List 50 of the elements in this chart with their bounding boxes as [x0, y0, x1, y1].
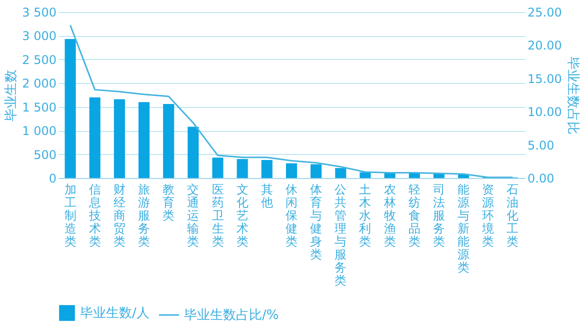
- bar: [188, 126, 199, 178]
- x-tick-label: 农林牧渔类: [382, 182, 396, 248]
- y-tick-label: 500: [34, 148, 56, 162]
- y2-tick-label: 25.00: [528, 6, 562, 20]
- bar: [212, 158, 224, 178]
- x-tick-label: 财经商贸类: [113, 182, 126, 248]
- bar: [163, 104, 174, 178]
- y2-tick-label: 5.00: [528, 138, 554, 152]
- y-tick-label: 2 000: [22, 76, 56, 91]
- x-tick-label: 教育类: [162, 182, 175, 222]
- x-tick-label: 交通运输类: [187, 182, 200, 248]
- x-tick-label: 其他: [260, 182, 273, 210]
- y-axis-title: 毕业生数: [4, 70, 20, 122]
- x-tick-label: 加工制造类: [64, 182, 76, 248]
- bar: [64, 39, 76, 178]
- y2-tick-label: 10.00: [528, 105, 562, 120]
- x-tick-label: 司法服务类: [432, 182, 445, 248]
- bar: [261, 160, 272, 178]
- bar: [286, 163, 298, 178]
- x-tick-label: 资源环境类: [481, 182, 494, 248]
- bar: [335, 168, 346, 178]
- y-tick-label: 3 000: [22, 29, 56, 44]
- x-tick-label: 公共管理与服务类: [334, 182, 347, 288]
- x-tick-label: 土木水利类: [359, 182, 372, 248]
- x-tick-label: 信息技术类: [88, 182, 101, 248]
- x-tick-label: 体育与健身类: [310, 182, 322, 262]
- bar: [236, 159, 248, 178]
- y2-axis-title: 毕业生数占比: [564, 56, 580, 134]
- x-tick-label: 文化艺术类: [236, 182, 248, 248]
- y2-tick-label: 20.00: [528, 38, 562, 53]
- x-tick-label: 轻纺食品类: [408, 182, 420, 248]
- bar: [138, 102, 150, 178]
- x-tick-label: 旅游服务类: [138, 182, 150, 248]
- y-tick-label: 1 000: [22, 124, 56, 138]
- y2-tick-label: 15.00: [528, 72, 562, 86]
- x-tick-label: 能源与新能源类: [458, 182, 470, 274]
- legend-label: 毕业生数占比/%: [184, 308, 279, 323]
- x-tick-label: 休闲保健类: [286, 182, 298, 248]
- y-tick-label: 0: [48, 172, 56, 186]
- bar: [114, 99, 125, 178]
- bar: [89, 97, 100, 178]
- x-tick-label: 石油化工类: [506, 182, 519, 248]
- x-tick-label: 医药卫生类: [212, 182, 224, 248]
- y2-tick-label: 0.00: [528, 172, 554, 186]
- y-tick-label: 3 500: [22, 6, 56, 20]
- bar: [310, 164, 322, 178]
- legend-label: 毕业生数/人: [80, 306, 150, 321]
- y-tick-label: 1 500: [22, 100, 56, 114]
- bar: [360, 172, 371, 178]
- y-tick-label: 2 500: [22, 52, 56, 67]
